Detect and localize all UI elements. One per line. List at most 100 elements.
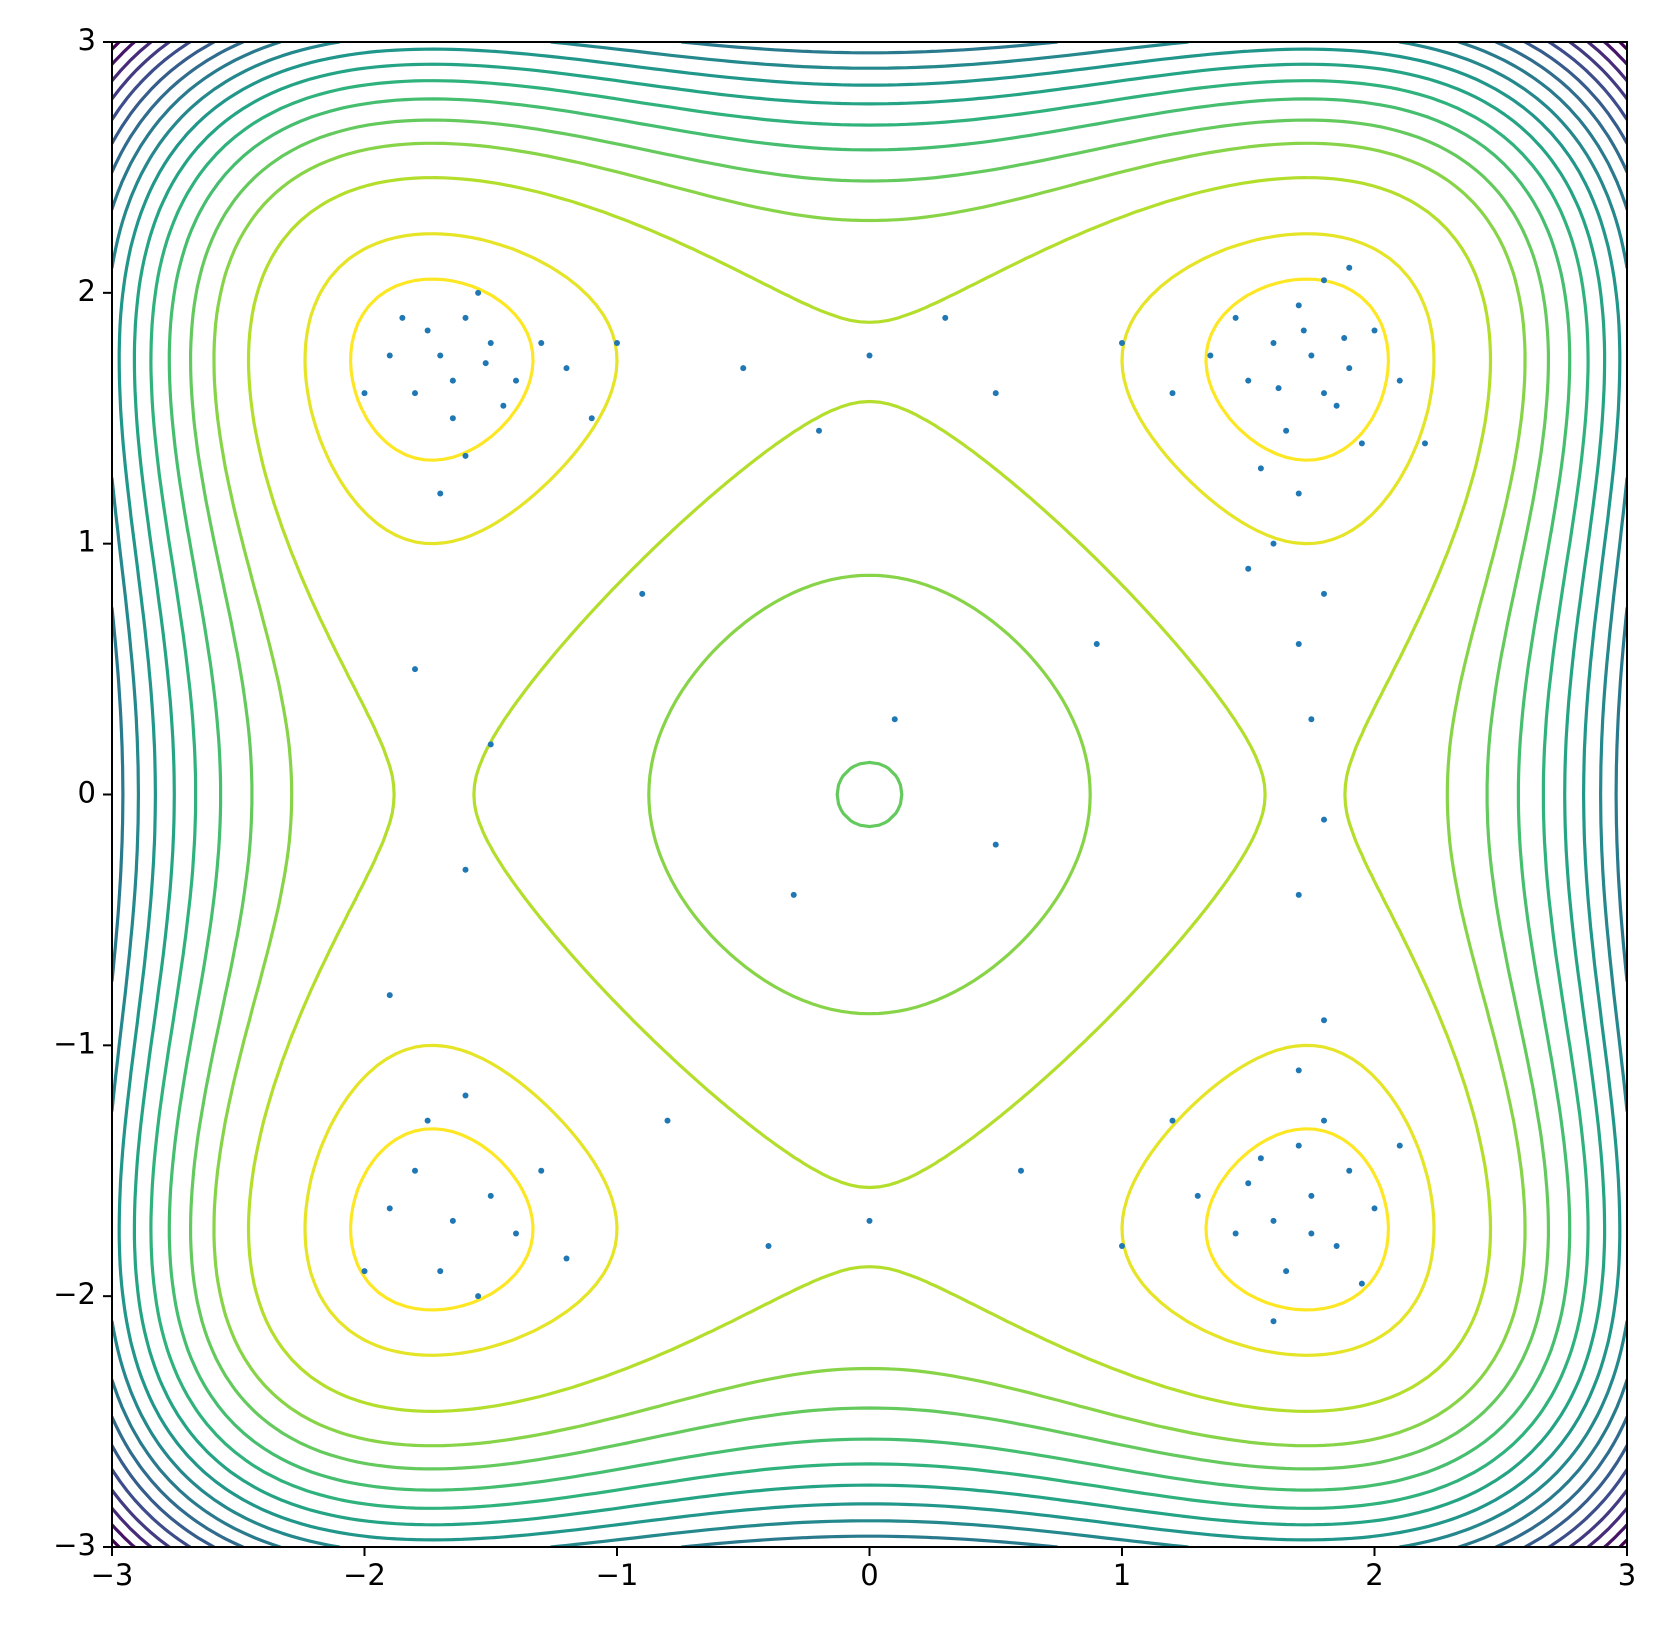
- point: [1308, 716, 1315, 723]
- contour-line: [349, 277, 1390, 1312]
- point: [1295, 490, 1302, 497]
- point: [538, 1167, 545, 1174]
- point: [1371, 1205, 1378, 1212]
- point: [538, 340, 545, 346]
- scatter: [361, 264, 1428, 1325]
- point: [449, 415, 456, 422]
- point: [740, 365, 747, 372]
- point: [386, 1205, 393, 1212]
- point: [614, 340, 620, 346]
- point: [437, 490, 444, 497]
- x-tick-label: 2: [1365, 1558, 1383, 1592]
- point: [424, 1117, 431, 1124]
- point: [462, 866, 469, 873]
- point: [412, 390, 418, 397]
- point: [1270, 1217, 1277, 1224]
- point: [1346, 1167, 1353, 1174]
- point: [1321, 590, 1327, 597]
- point: [1194, 1192, 1201, 1199]
- point: [1295, 1067, 1302, 1074]
- point: [1321, 390, 1327, 397]
- point: [462, 452, 469, 459]
- contour-line: [112, 42, 1627, 1547]
- point: [1245, 1180, 1252, 1187]
- point: [1295, 891, 1302, 898]
- y-tick-label: 0: [78, 776, 96, 810]
- point: [1119, 340, 1125, 346]
- point: [1283, 427, 1290, 434]
- point: [1169, 1117, 1176, 1124]
- x-tick-label: −2: [343, 1558, 386, 1592]
- point: [816, 427, 822, 434]
- point: [664, 1117, 671, 1124]
- point: [1321, 1117, 1327, 1124]
- point: [1245, 565, 1252, 572]
- point: [1257, 465, 1264, 472]
- point: [487, 340, 494, 346]
- contour-line: [149, 79, 1590, 1510]
- point: [437, 1268, 444, 1275]
- point: [1333, 1243, 1340, 1249]
- point: [487, 741, 494, 748]
- contour-line: [189, 118, 1550, 1471]
- point: [412, 1167, 418, 1174]
- point: [462, 314, 469, 321]
- contour-line: [112, 42, 1627, 1547]
- point: [399, 314, 406, 321]
- point: [1283, 1268, 1290, 1275]
- point: [1169, 390, 1176, 397]
- point: [1422, 440, 1428, 447]
- x-tick-label: 1: [1113, 1558, 1131, 1592]
- point: [1295, 1142, 1302, 1149]
- point: [513, 377, 519, 384]
- point: [891, 716, 898, 723]
- point: [424, 327, 431, 334]
- point: [386, 352, 393, 359]
- point: [765, 1243, 772, 1249]
- point: [475, 1293, 482, 1300]
- point: [1207, 352, 1214, 359]
- point: [1119, 1243, 1125, 1249]
- point: [1346, 264, 1353, 271]
- y-tick-label: 2: [78, 274, 96, 308]
- point: [1358, 1280, 1365, 1287]
- point: [1295, 302, 1302, 309]
- contours: [112, 42, 1627, 1547]
- point: [866, 352, 873, 359]
- point: [1321, 816, 1327, 823]
- point: [1270, 340, 1277, 346]
- point: [386, 992, 393, 999]
- point: [1346, 365, 1353, 372]
- point: [1245, 377, 1252, 384]
- contour-line: [167, 97, 1572, 1492]
- contour-line: [112, 42, 1627, 1547]
- point: [1295, 641, 1302, 647]
- point: [1333, 402, 1340, 409]
- point: [361, 390, 368, 397]
- point: [1308, 1230, 1315, 1237]
- point: [482, 360, 489, 367]
- point: [866, 1217, 873, 1224]
- point: [992, 390, 999, 397]
- point: [1275, 385, 1282, 392]
- point: [1396, 377, 1403, 384]
- point: [1270, 1318, 1277, 1325]
- point: [462, 1092, 469, 1099]
- point: [639, 590, 646, 597]
- y-tick-label: −2: [53, 1277, 96, 1311]
- point: [1341, 334, 1348, 341]
- point: [1308, 352, 1315, 359]
- point: [1257, 1155, 1264, 1162]
- point: [449, 377, 456, 384]
- point: [588, 415, 595, 422]
- point: [563, 1255, 570, 1262]
- point: [500, 402, 507, 409]
- point: [1358, 440, 1365, 447]
- point: [1396, 1142, 1403, 1149]
- y-tick-label: 3: [78, 23, 96, 57]
- point: [1371, 327, 1378, 334]
- contour-line: [112, 42, 1627, 1547]
- contour-line: [212, 141, 1527, 1448]
